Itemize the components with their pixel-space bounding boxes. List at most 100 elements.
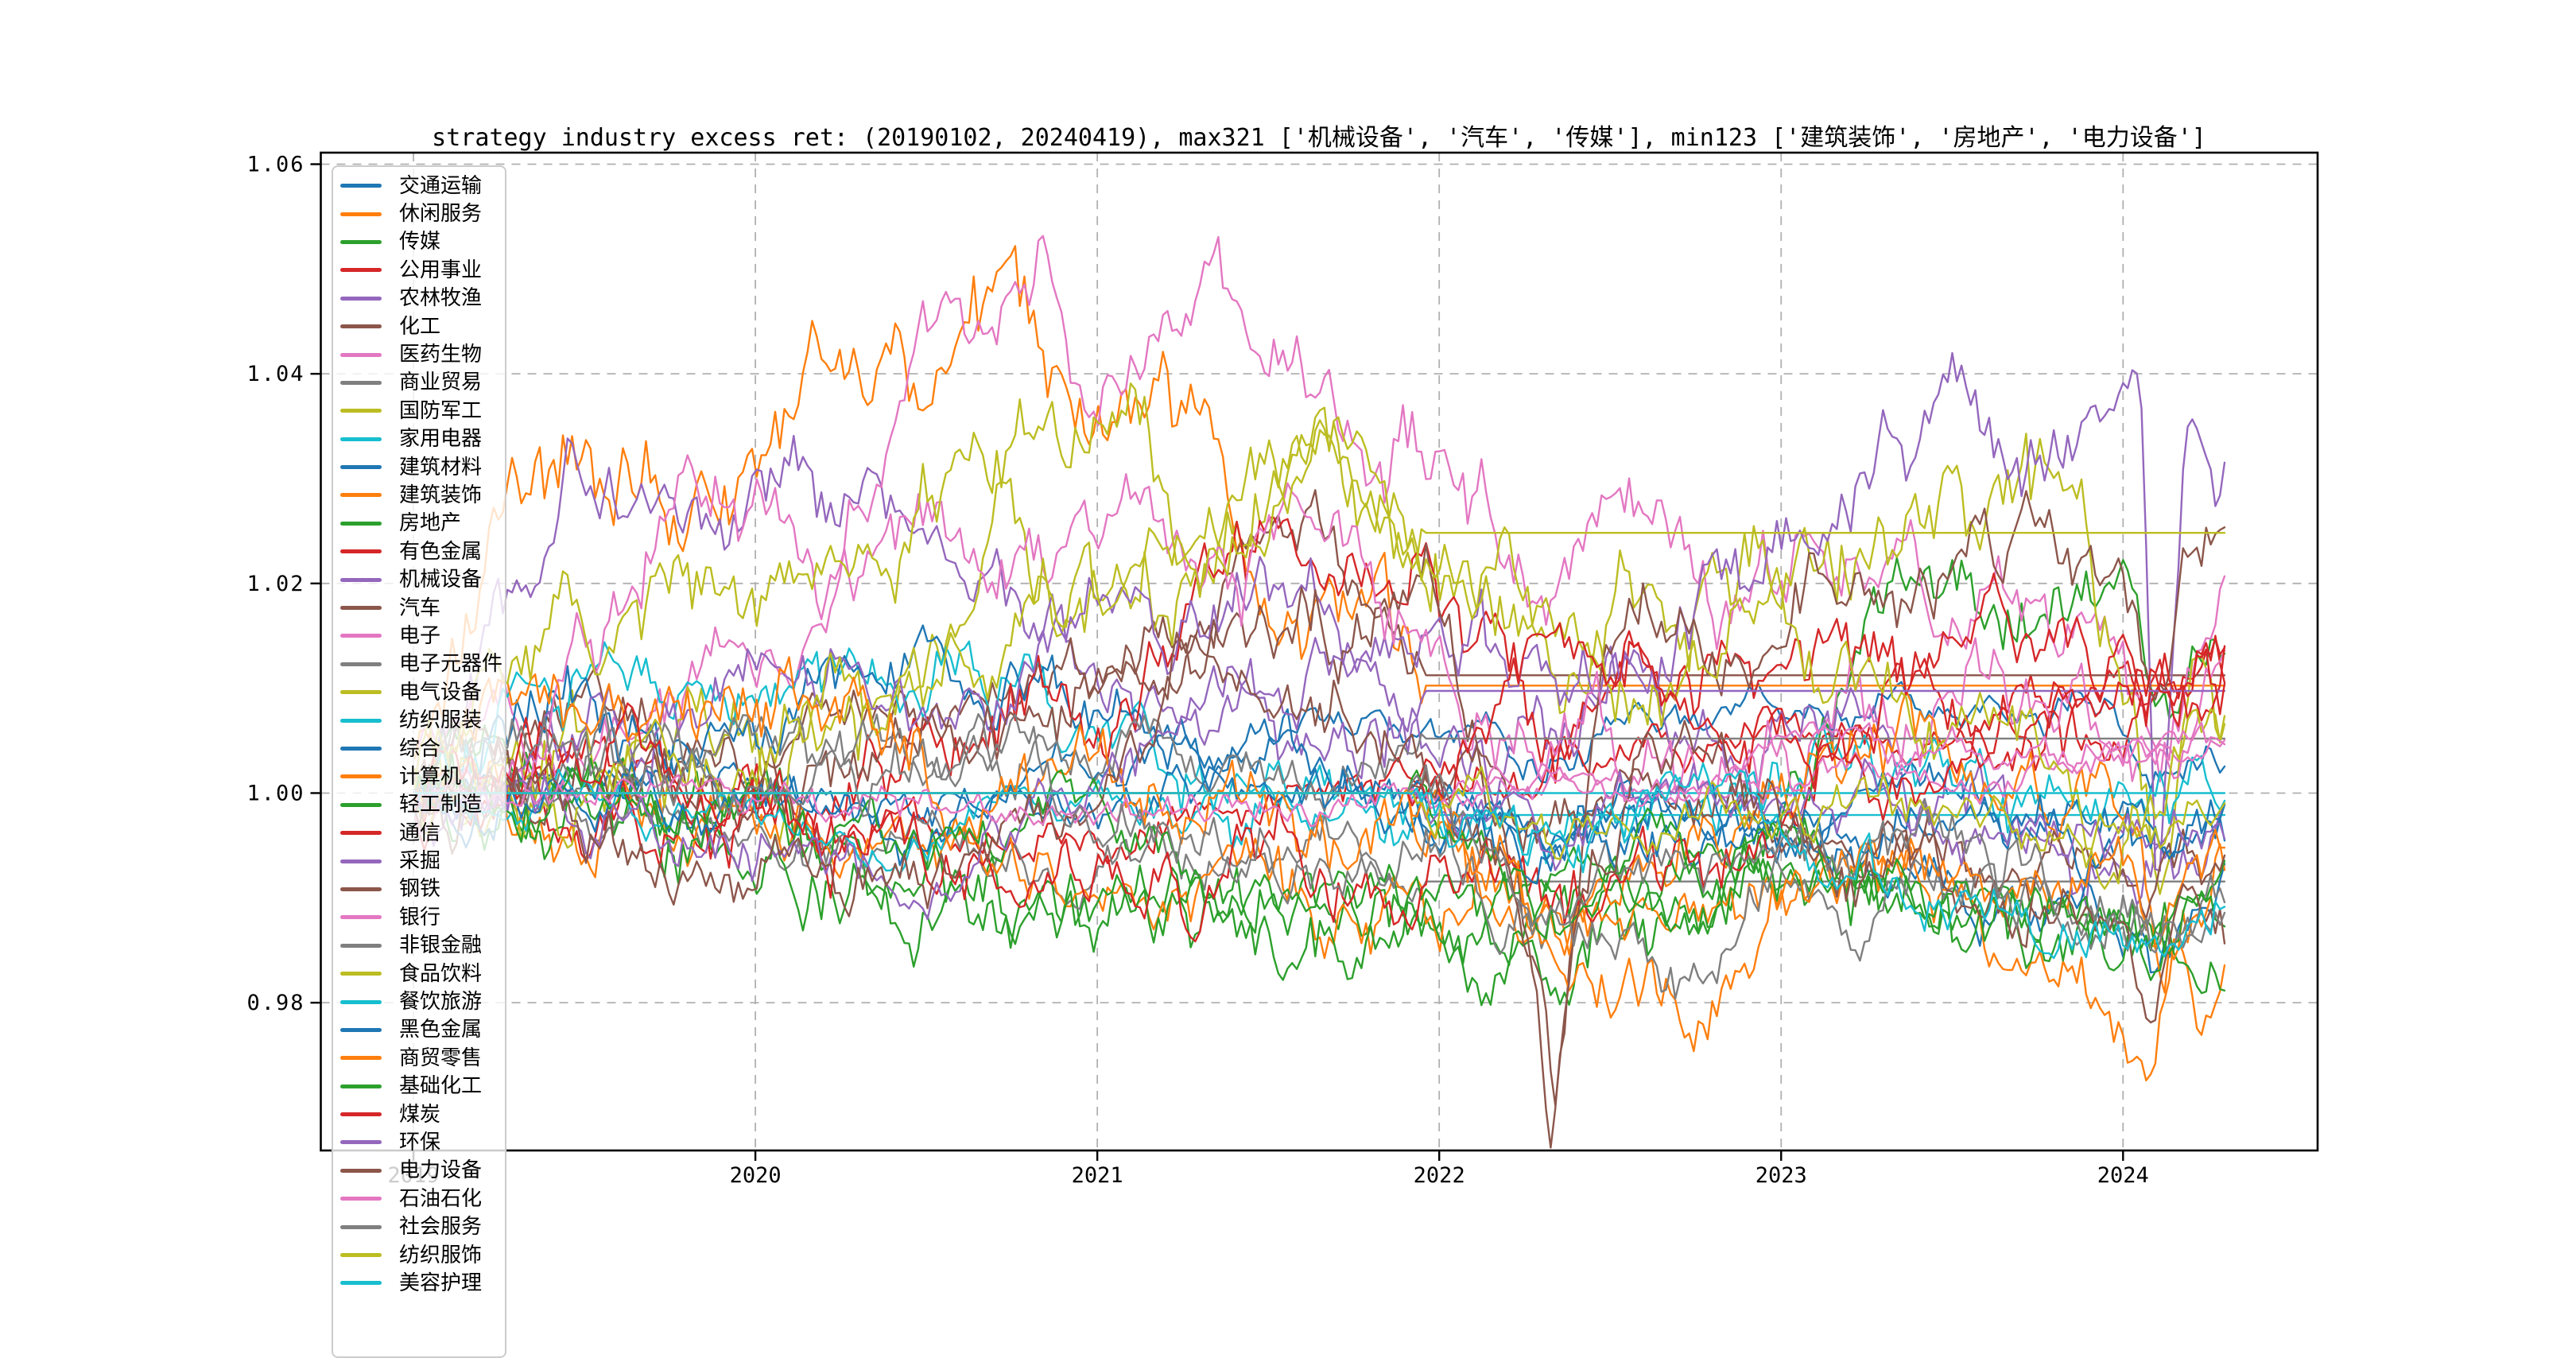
legend-item-label: 建筑材料 bbox=[399, 455, 483, 479]
x-tick-label: 2023 bbox=[1755, 1163, 1807, 1188]
legend-swatch-line bbox=[340, 577, 382, 582]
series-line bbox=[414, 637, 2226, 921]
legend-item: 煤炭 bbox=[333, 1100, 505, 1128]
legend-item-label: 机械设备 bbox=[399, 568, 483, 592]
legend-item-label: 商贸零售 bbox=[399, 1046, 483, 1070]
legend-swatch-line bbox=[340, 1281, 382, 1286]
legend-swatch-line bbox=[340, 831, 382, 836]
legend-swatch-line bbox=[340, 268, 382, 273]
legend-box: 交通运输 休闲服务 传媒 公用事业 农林牧渔 化工 医药生物 商业贸易 国防军工 家用电器 建筑材料… bbox=[332, 165, 506, 1358]
legend-swatch-line bbox=[340, 1140, 382, 1145]
legend-swatch-line bbox=[340, 1224, 382, 1229]
axes-spines bbox=[320, 151, 2319, 1152]
legend-item: 采掘 bbox=[333, 847, 505, 875]
legend-item: 餐饮旅游 bbox=[333, 987, 505, 1015]
legend-swatch-line bbox=[340, 747, 382, 751]
series-line bbox=[414, 516, 2226, 868]
legend-swatch-line bbox=[340, 662, 382, 666]
legend-item-label: 交通运输 bbox=[399, 173, 483, 198]
legend-item: 美容护理 bbox=[333, 1269, 505, 1297]
legend-item: 电子 bbox=[333, 622, 505, 650]
legend-swatch-line bbox=[340, 1197, 382, 1201]
y-tick-label: 1.04 bbox=[246, 362, 305, 386]
legend-swatch-line bbox=[340, 999, 382, 1004]
legend-item-label: 综合 bbox=[399, 736, 441, 761]
x-tick-label: 2024 bbox=[2097, 1163, 2149, 1188]
legend-item-label: 石油石化 bbox=[399, 1186, 483, 1211]
legend-item-label: 电子 bbox=[399, 623, 441, 648]
legend-item-label: 传媒 bbox=[399, 230, 441, 254]
legend-swatch-line bbox=[340, 493, 382, 498]
legend-item: 传媒 bbox=[333, 228, 505, 256]
legend-swatch-line bbox=[340, 972, 382, 976]
chart-canvas: 2019202020212022202320241.061.041.021.00… bbox=[246, 151, 2319, 1188]
legend-item-label: 通信 bbox=[399, 821, 441, 845]
legend-swatch-line bbox=[340, 521, 382, 526]
legend-item: 房地产 bbox=[333, 510, 505, 537]
y-tick-label: 1.06 bbox=[246, 153, 305, 177]
legend-swatch-line bbox=[340, 802, 382, 807]
legend-item-label: 社会服务 bbox=[399, 1215, 483, 1240]
chart-title: strategy industry excess ret: (20190102,… bbox=[432, 124, 2206, 152]
legend-item: 医药生物 bbox=[333, 340, 505, 368]
x-axis: 201920202021202220232024 bbox=[388, 1150, 2149, 1188]
legend-swatch-line bbox=[340, 239, 382, 244]
series-line bbox=[414, 762, 2226, 960]
x-tick-label: 2021 bbox=[1072, 1163, 1123, 1188]
y-tick-label: 0.98 bbox=[246, 991, 305, 1015]
series-line bbox=[414, 720, 2226, 1107]
legend-swatch-line bbox=[340, 184, 382, 188]
legend-swatch-line bbox=[340, 718, 382, 723]
series-line bbox=[414, 454, 2226, 836]
legend-item: 交通运输 bbox=[333, 172, 505, 200]
legend-item-label: 纺织服饰 bbox=[399, 1243, 483, 1267]
legend-swatch-line bbox=[340, 690, 382, 695]
legend-item-label: 基础化工 bbox=[399, 1074, 483, 1099]
legend-item: 银行 bbox=[333, 903, 505, 931]
legend-item: 纺织服饰 bbox=[333, 1241, 505, 1269]
legend-item-label: 电气设备 bbox=[399, 680, 483, 704]
legend-item: 机械设备 bbox=[333, 565, 505, 593]
legend-swatch-line bbox=[340, 465, 382, 470]
legend-swatch-line bbox=[340, 1253, 382, 1258]
legend-swatch-line bbox=[340, 296, 382, 301]
legend-item-label: 环保 bbox=[399, 1130, 441, 1154]
series-line bbox=[414, 755, 2226, 1082]
legend-item: 国防军工 bbox=[333, 397, 505, 425]
series-line bbox=[414, 382, 2226, 890]
legend-item-label: 公用事业 bbox=[399, 258, 483, 282]
legend-item-label: 银行 bbox=[399, 905, 441, 929]
legend-swatch-line bbox=[340, 1084, 382, 1088]
series-line bbox=[414, 634, 2226, 920]
legend-item-label: 钢铁 bbox=[399, 877, 441, 902]
legend-swatch-line bbox=[340, 211, 382, 216]
legend-item: 公用事业 bbox=[333, 256, 505, 284]
legend-swatch-line bbox=[340, 943, 382, 948]
series-line bbox=[414, 351, 2226, 872]
x-tick-label: 2020 bbox=[730, 1163, 782, 1188]
legend-item-label: 电力设备 bbox=[399, 1158, 483, 1183]
legend-item-label: 煤炭 bbox=[399, 1102, 441, 1127]
legend-item: 化工 bbox=[333, 312, 505, 340]
legend-item: 轻工制造 bbox=[333, 791, 505, 819]
series-line bbox=[414, 245, 2226, 760]
series-line bbox=[414, 419, 2226, 849]
legend-swatch-line bbox=[340, 409, 382, 413]
series-lines bbox=[414, 235, 2226, 1149]
series-line bbox=[414, 640, 2226, 867]
y-tick-label: 1.02 bbox=[246, 572, 305, 596]
series-line bbox=[414, 768, 2226, 875]
legend-swatch-line bbox=[340, 324, 382, 329]
legend-item: 综合 bbox=[333, 735, 505, 762]
legend-item: 有色金属 bbox=[333, 537, 505, 565]
legend-item: 商业贸易 bbox=[333, 369, 505, 397]
legend-item-label: 采掘 bbox=[399, 849, 441, 874]
legend-item-label: 国防军工 bbox=[399, 398, 483, 423]
legend-item: 纺织服装 bbox=[333, 706, 505, 734]
legend-item-label: 电子元器件 bbox=[399, 652, 503, 677]
legend-swatch-line bbox=[340, 1168, 382, 1173]
legend-swatch-line bbox=[340, 887, 382, 891]
legend-item-label: 化工 bbox=[399, 314, 441, 339]
legend-item: 电气设备 bbox=[333, 678, 505, 706]
legend-swatch-line bbox=[340, 1027, 382, 1032]
